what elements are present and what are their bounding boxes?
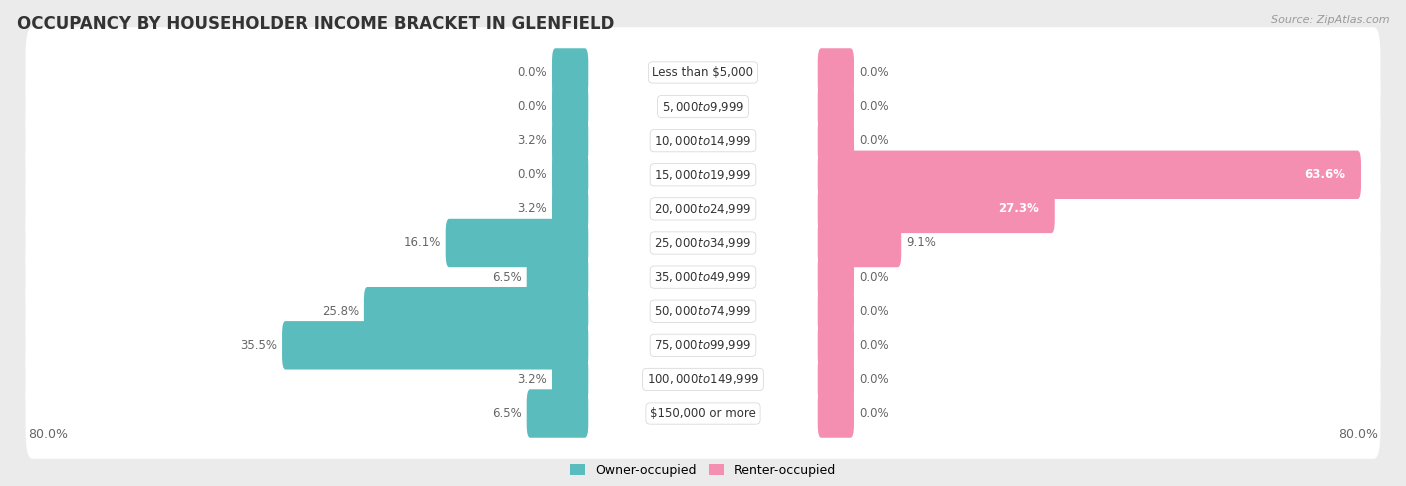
FancyBboxPatch shape — [25, 198, 1381, 288]
FancyBboxPatch shape — [818, 287, 853, 335]
Text: 0.0%: 0.0% — [859, 100, 889, 113]
FancyBboxPatch shape — [25, 232, 1381, 322]
Text: 35.5%: 35.5% — [240, 339, 277, 352]
Text: 9.1%: 9.1% — [907, 237, 936, 249]
Text: OCCUPANCY BY HOUSEHOLDER INCOME BRACKET IN GLENFIELD: OCCUPANCY BY HOUSEHOLDER INCOME BRACKET … — [17, 15, 614, 33]
Text: 0.0%: 0.0% — [859, 134, 889, 147]
Bar — [28, 192, 1378, 226]
Text: 0.0%: 0.0% — [517, 168, 547, 181]
FancyBboxPatch shape — [25, 130, 1381, 220]
Text: $50,000 to $74,999: $50,000 to $74,999 — [654, 304, 752, 318]
Text: 0.0%: 0.0% — [859, 66, 889, 79]
Text: 27.3%: 27.3% — [998, 202, 1039, 215]
Text: $5,000 to $9,999: $5,000 to $9,999 — [662, 100, 744, 114]
FancyBboxPatch shape — [25, 368, 1381, 459]
FancyBboxPatch shape — [818, 389, 853, 438]
FancyBboxPatch shape — [25, 27, 1381, 118]
FancyBboxPatch shape — [553, 117, 588, 165]
FancyBboxPatch shape — [527, 389, 588, 438]
Text: 80.0%: 80.0% — [28, 428, 67, 441]
FancyBboxPatch shape — [818, 82, 853, 131]
Text: $20,000 to $24,999: $20,000 to $24,999 — [654, 202, 752, 216]
Bar — [28, 328, 1378, 363]
FancyBboxPatch shape — [25, 61, 1381, 152]
Text: 0.0%: 0.0% — [859, 339, 889, 352]
Text: 3.2%: 3.2% — [517, 134, 547, 147]
Text: 0.0%: 0.0% — [859, 305, 889, 318]
FancyBboxPatch shape — [283, 321, 588, 369]
FancyBboxPatch shape — [364, 287, 588, 335]
FancyBboxPatch shape — [25, 266, 1381, 356]
FancyBboxPatch shape — [553, 48, 588, 97]
Text: 63.6%: 63.6% — [1303, 168, 1346, 181]
Text: $15,000 to $19,999: $15,000 to $19,999 — [654, 168, 752, 182]
FancyBboxPatch shape — [25, 334, 1381, 425]
FancyBboxPatch shape — [25, 300, 1381, 391]
FancyBboxPatch shape — [25, 164, 1381, 254]
Text: 25.8%: 25.8% — [322, 305, 359, 318]
FancyBboxPatch shape — [818, 117, 853, 165]
Bar — [28, 363, 1378, 397]
FancyBboxPatch shape — [818, 151, 1361, 199]
FancyBboxPatch shape — [553, 355, 588, 404]
Text: 0.0%: 0.0% — [517, 100, 547, 113]
Text: 3.2%: 3.2% — [517, 373, 547, 386]
Text: 16.1%: 16.1% — [404, 237, 440, 249]
FancyBboxPatch shape — [818, 219, 901, 267]
FancyBboxPatch shape — [553, 151, 588, 199]
FancyBboxPatch shape — [25, 95, 1381, 186]
FancyBboxPatch shape — [818, 253, 853, 301]
Bar — [28, 89, 1378, 123]
FancyBboxPatch shape — [553, 82, 588, 131]
Text: 0.0%: 0.0% — [517, 66, 547, 79]
Bar — [28, 397, 1378, 431]
Text: 3.2%: 3.2% — [517, 202, 547, 215]
Text: $150,000 or more: $150,000 or more — [650, 407, 756, 420]
FancyBboxPatch shape — [553, 185, 588, 233]
Bar — [28, 123, 1378, 158]
Text: Source: ZipAtlas.com: Source: ZipAtlas.com — [1271, 15, 1389, 25]
Legend: Owner-occupied, Renter-occupied: Owner-occupied, Renter-occupied — [565, 459, 841, 482]
Text: 6.5%: 6.5% — [492, 271, 522, 284]
Text: $25,000 to $34,999: $25,000 to $34,999 — [654, 236, 752, 250]
Text: $10,000 to $14,999: $10,000 to $14,999 — [654, 134, 752, 148]
Bar — [28, 55, 1378, 89]
FancyBboxPatch shape — [818, 185, 1054, 233]
Bar — [28, 294, 1378, 328]
FancyBboxPatch shape — [818, 48, 853, 97]
Text: Less than $5,000: Less than $5,000 — [652, 66, 754, 79]
Text: 0.0%: 0.0% — [859, 373, 889, 386]
FancyBboxPatch shape — [818, 355, 853, 404]
FancyBboxPatch shape — [818, 321, 853, 369]
FancyBboxPatch shape — [527, 253, 588, 301]
Bar — [28, 260, 1378, 294]
Bar — [28, 226, 1378, 260]
Text: 0.0%: 0.0% — [859, 407, 889, 420]
Text: 6.5%: 6.5% — [492, 407, 522, 420]
Text: $35,000 to $49,999: $35,000 to $49,999 — [654, 270, 752, 284]
FancyBboxPatch shape — [446, 219, 588, 267]
Text: 0.0%: 0.0% — [859, 271, 889, 284]
Bar — [28, 158, 1378, 192]
Text: 80.0%: 80.0% — [1339, 428, 1378, 441]
Text: $100,000 to $149,999: $100,000 to $149,999 — [647, 372, 759, 386]
Text: $75,000 to $99,999: $75,000 to $99,999 — [654, 338, 752, 352]
